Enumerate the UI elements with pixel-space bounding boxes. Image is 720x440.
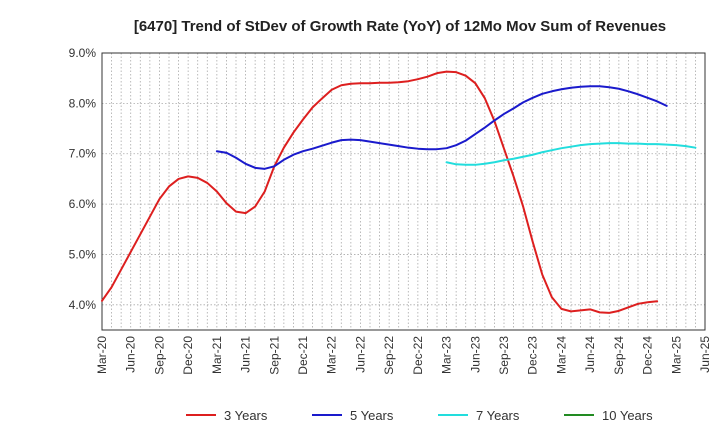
x-tick-label: Jun-21 xyxy=(239,336,253,373)
series-layer xyxy=(101,70,697,314)
legend-label: 10 Years xyxy=(602,408,653,423)
legend-label: 5 Years xyxy=(350,408,394,423)
x-tick-label: Sep-22 xyxy=(382,336,396,375)
x-tick-label: Jun-25 xyxy=(698,336,712,373)
x-tick-label: Mar-23 xyxy=(440,336,454,374)
y-tick-label: 5.0% xyxy=(69,247,97,261)
x-tick-label: Sep-21 xyxy=(267,336,281,375)
x-tick-label: Jun-20 xyxy=(124,336,138,373)
legend: 3 Years 5 Years 7 Years 10 Years xyxy=(186,408,653,423)
x-tick-label: Sep-23 xyxy=(497,336,511,375)
x-tick-label: Dec-20 xyxy=(181,336,195,375)
x-tick-label: Sep-20 xyxy=(152,336,166,375)
legend-label: 7 Years xyxy=(476,408,520,423)
series-line-3-years xyxy=(101,70,659,314)
x-tick-label: Sep-24 xyxy=(612,336,626,375)
x-tick-label: Mar-22 xyxy=(325,336,339,374)
x-axis-ticks: Mar-20 Jun-20 Sep-20 Dec-20 Mar-21 Jun-21 Sep-… xyxy=(95,336,712,375)
x-tick-label: Mar-21 xyxy=(210,336,224,374)
y-tick-label: 4.0% xyxy=(69,298,97,312)
x-tick-label: Mar-25 xyxy=(669,336,683,374)
y-tick-label: 7.0% xyxy=(69,147,97,161)
x-tick-label: Jun-22 xyxy=(353,336,367,373)
x-tick-label: Jun-23 xyxy=(468,336,482,373)
y-tick-label: 6.0% xyxy=(69,197,97,211)
series-line-5-years xyxy=(215,85,668,170)
y-tick-label: 8.0% xyxy=(69,96,97,110)
x-tick-label: Dec-21 xyxy=(296,336,310,375)
grid xyxy=(102,52,705,330)
y-tick-label: 9.0% xyxy=(69,46,97,60)
chart-title: [6470] Trend of StDev of Growth Rate (Yo… xyxy=(134,18,666,35)
x-tick-label: Dec-24 xyxy=(641,336,655,375)
legend-label: 3 Years xyxy=(224,408,268,423)
plot-frame xyxy=(101,52,706,331)
x-tick-label: Mar-20 xyxy=(95,336,109,374)
x-tick-label: Dec-23 xyxy=(526,336,540,375)
series-line-7-years xyxy=(445,142,697,166)
x-tick-label: Dec-22 xyxy=(411,336,425,375)
x-tick-label: Mar-24 xyxy=(554,336,568,374)
x-tick-label: Jun-24 xyxy=(583,336,597,373)
y-axis-ticks: 4.0% 5.0% 6.0% 7.0% 8.0% 9.0% xyxy=(69,46,97,312)
